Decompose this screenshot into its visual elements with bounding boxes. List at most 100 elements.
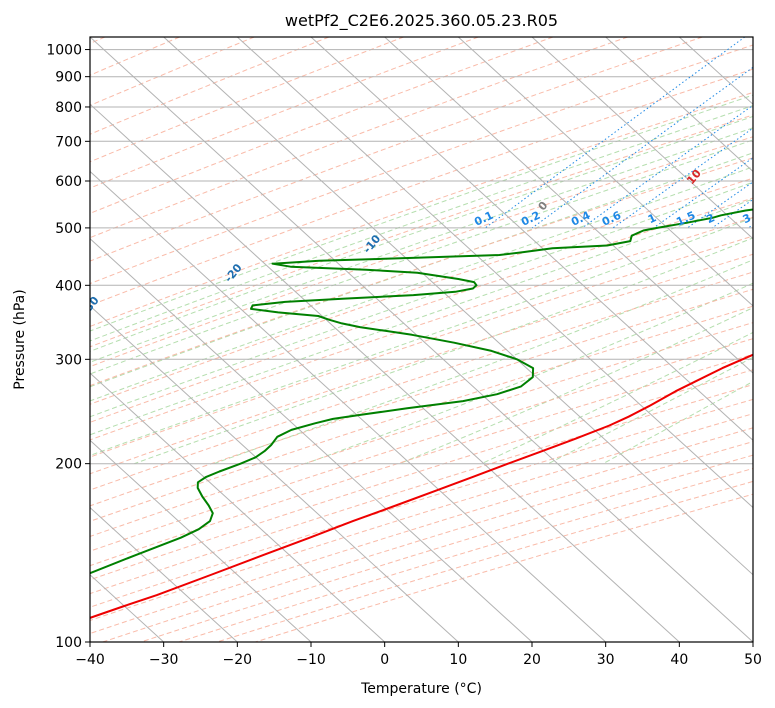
mixing-ratio-lines — [485, 37, 753, 229]
dry-adiabat-line — [90, 322, 753, 537]
y-axis: 100 200 300 400 500 600 700 800 900 1000 — [46, 43, 90, 651]
profile-series — [90, 208, 753, 619]
x-tick-label: 10 — [449, 652, 467, 668]
moist-adiabat-line — [90, 127, 753, 363]
plot-frame — [89, 36, 754, 643]
dry-adiabat-line — [90, 288, 753, 507]
dry-adiabat-line — [90, 114, 753, 348]
y-tick-label: 400 — [55, 278, 82, 294]
x-tick-label: −40 — [75, 652, 105, 668]
x-tick-label: 30 — [597, 652, 615, 668]
isotherm-line — [531, 37, 753, 240]
x-axis-label: Temperature (°C) — [360, 681, 482, 697]
x-tick-label: 20 — [523, 652, 541, 668]
isotherm-line — [90, 103, 680, 642]
dry-adiabat-line — [90, 37, 554, 214]
moist-adiabat-line — [134, 237, 753, 465]
moist-adiabat-line — [90, 217, 753, 457]
dry-adiabat-line — [90, 353, 753, 567]
dry-adiabat-line — [90, 271, 753, 491]
mixing-ratio-label: 0.4 — [569, 209, 592, 229]
isotherm-line — [90, 170, 607, 642]
dry-adiabat-line — [90, 427, 753, 635]
y-axis-label: Pressure (hPa) — [12, 289, 28, 389]
dry-adiabat-line — [90, 37, 479, 189]
y-tick-label: 500 — [55, 221, 82, 237]
x-tick-label: 50 — [744, 652, 762, 668]
isotherm-line — [752, 37, 753, 38]
isotherm-line — [90, 506, 238, 642]
moist-adiabat-line — [481, 331, 753, 465]
mixing-ratio-label: 1.5 — [674, 209, 697, 229]
mixing-ratio-label: 2 — [704, 211, 716, 226]
mixing-ratio-line — [581, 104, 753, 229]
mixing-ratio-label: 0.1 — [472, 209, 495, 229]
dry-adiabat-line — [90, 37, 628, 239]
y-tick-label: 900 — [55, 70, 82, 86]
chart-title: wetPf2_C2E6.2025.360.05.23.R05 — [285, 11, 558, 31]
dry-adiabat-line — [255, 493, 753, 642]
isotherm-line — [605, 37, 753, 173]
isotherm-line — [90, 237, 533, 642]
mixing-ratio-label: 4 — [767, 211, 775, 226]
isotherm-line — [236, 37, 753, 509]
dry-adiabat-label: 0 — [536, 199, 551, 213]
dry-adiabat-line — [90, 37, 330, 135]
x-tick-label: −20 — [223, 652, 253, 668]
moist-adiabat-line — [305, 282, 753, 465]
dry-adiabat-line — [140, 454, 753, 642]
mixing-ratio-label: 0.6 — [600, 209, 623, 229]
mixing-ratio-line — [485, 37, 746, 229]
y-tick-label: 700 — [55, 134, 82, 150]
dry-adiabat-line — [90, 305, 753, 522]
mixing-ratio-line — [531, 66, 753, 229]
dry-adiabat-line — [217, 480, 753, 642]
dry-adiabat-line — [90, 68, 753, 306]
moist-adiabat-line — [90, 139, 753, 375]
mixing-ratio-line — [711, 198, 753, 229]
dry-adiabat-line — [90, 177, 753, 405]
y-tick-label: 600 — [55, 174, 82, 190]
temperature-profile-line — [90, 353, 753, 619]
x-tick-label: 0 — [380, 652, 389, 668]
isobar-grid — [90, 49, 753, 642]
moist-adiabat-line — [90, 115, 753, 352]
moist-adiabat-line — [90, 152, 753, 388]
dry-adiabat-line — [90, 37, 703, 262]
mixing-ratio-line — [748, 224, 753, 229]
dry-adiabat-label: -30 — [79, 294, 102, 318]
mixing-ratio-label: 1 — [646, 211, 658, 226]
moist-adiabat-line — [90, 198, 753, 436]
dry-adiabat-line — [90, 369, 753, 581]
y-tick-label: 800 — [55, 100, 82, 116]
moist-adiabat-line — [90, 94, 753, 332]
moist-adiabat-line — [213, 259, 753, 465]
dry-adiabat-line — [90, 338, 753, 552]
dry-adiabat-label: -20 — [222, 261, 245, 285]
dewpoint-profile-line — [90, 208, 753, 575]
moist-adiabat-line — [90, 105, 753, 342]
isotherm-line — [90, 37, 753, 642]
isotherm-line — [90, 305, 459, 642]
y-tick-label: 200 — [55, 457, 82, 473]
isotherm-grid — [90, 37, 753, 642]
y-tick-label: 300 — [55, 352, 82, 368]
y-tick-label: 1000 — [46, 43, 82, 59]
x-tick-label: 40 — [670, 652, 688, 668]
moist-adiabat-line — [90, 166, 753, 402]
isotherm-line — [90, 439, 312, 642]
plot-area: -100-90-80-70-60-50-40-30-20-10010203040… — [79, 37, 775, 642]
dry-adiabats — [90, 37, 753, 642]
isotherm-line — [163, 37, 753, 576]
isotherm-line — [310, 37, 753, 442]
isotherm-line — [90, 372, 386, 642]
x-tick-label: −30 — [149, 652, 179, 668]
dry-adiabat-label: 10 — [684, 167, 704, 187]
mixing-ratio-line — [653, 157, 753, 229]
isotherm-line — [384, 37, 753, 374]
moist-adiabats — [90, 94, 753, 465]
isotherm-line — [457, 37, 753, 307]
x-axis: −40 −30 −20 −10 0 10 20 30 40 50 — [75, 642, 762, 668]
